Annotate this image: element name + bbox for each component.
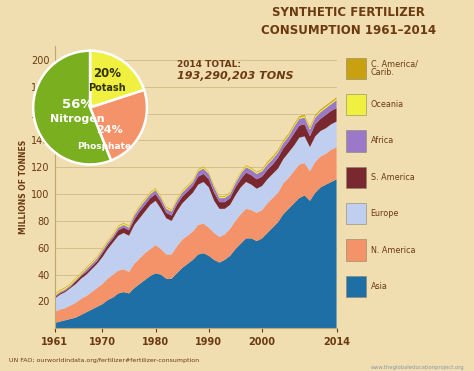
Text: 2014 TOTAL:: 2014 TOTAL: <box>177 60 241 69</box>
Text: Carib.: Carib. <box>371 69 394 78</box>
Text: 20%: 20% <box>93 67 121 80</box>
Text: 56%: 56% <box>62 98 93 111</box>
Text: Oceania: Oceania <box>371 100 404 109</box>
Text: N. America: N. America <box>371 246 415 255</box>
Text: SYNTHETIC FERTILIZER: SYNTHETIC FERTILIZER <box>272 6 425 19</box>
Wedge shape <box>33 51 111 164</box>
Text: CONSUMPTION 1961–2014: CONSUMPTION 1961–2014 <box>261 24 436 37</box>
Text: UN FAO; ourworldindata.org/fertilizer#fertilizer-consumption: UN FAO; ourworldindata.org/fertilizer#fe… <box>9 358 200 363</box>
Text: Potash: Potash <box>88 83 126 93</box>
Text: www.theglobaleducationproject.org: www.theglobaleducationproject.org <box>371 365 465 370</box>
Text: S. America: S. America <box>371 173 414 182</box>
Text: 24%: 24% <box>97 125 123 135</box>
Text: 193,290,203 TONS: 193,290,203 TONS <box>177 70 293 81</box>
Wedge shape <box>90 90 147 161</box>
Text: Phosphate: Phosphate <box>77 142 131 151</box>
Text: Europe: Europe <box>371 209 399 218</box>
Y-axis label: MILLIONS OF TONNES: MILLIONS OF TONNES <box>19 140 28 234</box>
Wedge shape <box>90 51 144 108</box>
Text: C. America/: C. America/ <box>371 59 418 68</box>
Text: Nitrogen: Nitrogen <box>50 114 105 124</box>
Text: Africa: Africa <box>371 137 394 145</box>
Text: Asia: Asia <box>371 282 388 291</box>
